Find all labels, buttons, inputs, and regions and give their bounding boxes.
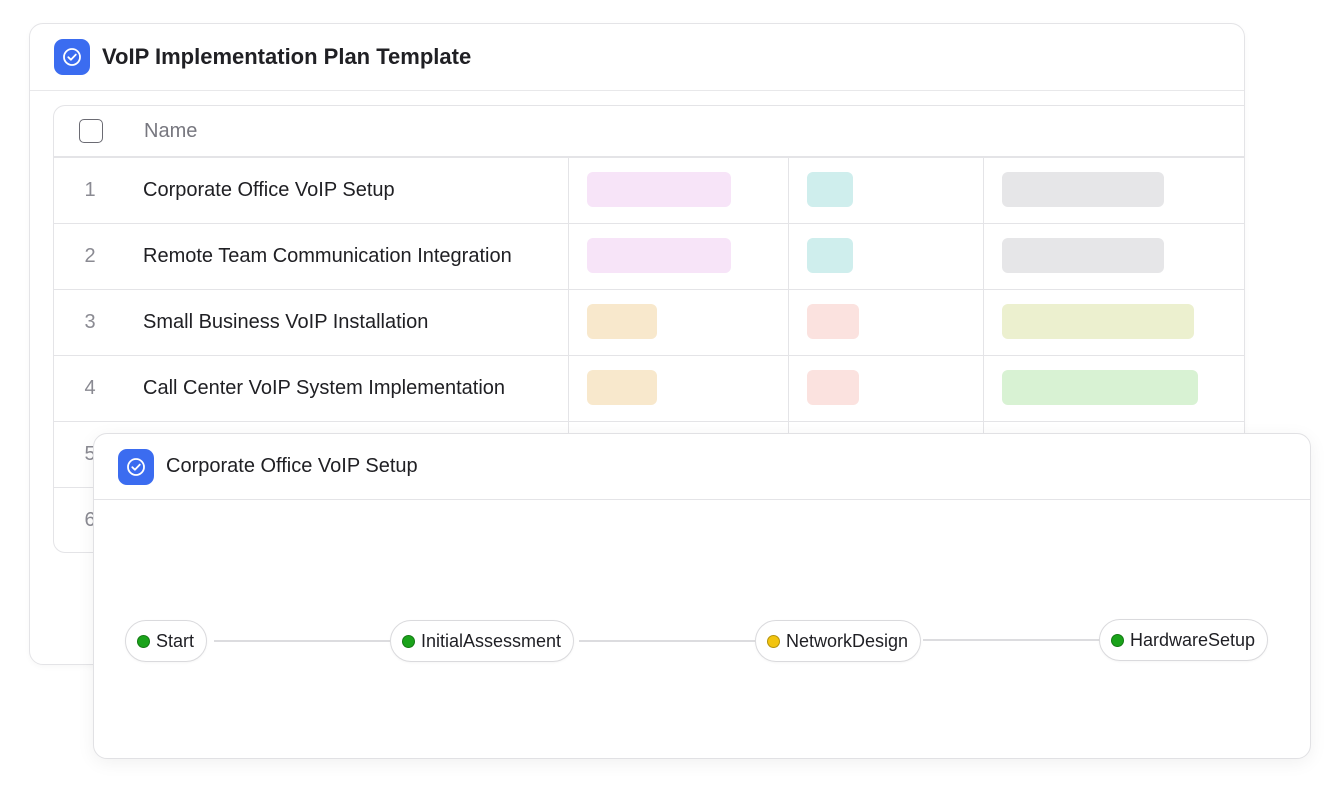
detail-card-title: Corporate Office VoIP Setup [166, 455, 418, 477]
flow-node-label: NetworkDesign [786, 630, 909, 651]
column-header-name[interactable]: Name [144, 119, 198, 142]
flow-edge [214, 640, 390, 642]
detail-card-header: Corporate Office VoIP Setup [94, 434, 1310, 500]
tag-pill[interactable] [587, 370, 657, 405]
tag-pill[interactable] [1002, 304, 1194, 339]
flow-node-label: InitialAssessment [421, 630, 562, 651]
row-number: 3 [84, 311, 96, 333]
flow-node-hardware-setup[interactable]: HardwareSetup [1099, 619, 1269, 661]
table-row[interactable]: 3 Small Business VoIP Installation [54, 290, 1244, 356]
table-row[interactable]: 2 Remote Team Communication Integration [54, 224, 1244, 290]
page-title: VoIP Implementation Plan Template [102, 44, 472, 69]
select-all-checkbox[interactable] [79, 119, 103, 143]
check-circle-icon [118, 448, 154, 485]
tag-pill[interactable] [1002, 172, 1164, 207]
tag-pill[interactable] [807, 238, 853, 273]
tag-pill[interactable] [807, 172, 853, 207]
tag-pill[interactable] [1002, 370, 1198, 405]
tag-pill[interactable] [587, 238, 731, 273]
tag-pill[interactable] [807, 304, 859, 339]
template-card-header: VoIP Implementation Plan Template [30, 24, 1244, 91]
row-number: 6 [84, 509, 96, 531]
flow-node-label: Start [156, 630, 195, 651]
flow-node-network-design[interactable]: NetworkDesign [755, 620, 922, 662]
row-number: 1 [84, 179, 96, 201]
tag-pill[interactable] [587, 304, 657, 339]
status-dot [402, 634, 415, 648]
table-row[interactable]: 1 Corporate Office VoIP Setup [54, 158, 1244, 224]
detail-card: Corporate Office VoIP Setup Start Initia… [93, 433, 1311, 759]
table-row[interactable]: 4 Call Center VoIP System Implementation [54, 356, 1244, 422]
flow-node-initial-assessment[interactable]: InitialAssessment [390, 620, 575, 662]
row-name[interactable]: Corporate Office VoIP Setup [143, 179, 395, 201]
flow-edge [579, 640, 756, 642]
flow-node-label: HardwareSetup [1130, 629, 1256, 650]
status-dot [137, 634, 150, 648]
table-row[interactable]: 6 [54, 488, 1244, 552]
tag-pill[interactable] [587, 172, 731, 207]
tag-pill[interactable] [807, 370, 859, 405]
flow-edge [923, 639, 1100, 641]
status-dot [767, 634, 780, 648]
table-header: Name [54, 106, 1244, 158]
tag-pill[interactable] [1002, 238, 1164, 273]
row-name[interactable]: Remote Team Communication Integration [143, 245, 512, 267]
row-number: 2 [84, 245, 96, 267]
row-name[interactable]: Small Business VoIP Installation [143, 311, 429, 333]
row-number: 5 [84, 443, 96, 465]
row-name[interactable]: Call Center VoIP System Implementation [143, 377, 506, 399]
row-number: 4 [84, 377, 96, 399]
status-dot [1111, 633, 1124, 647]
flow-node-start[interactable]: Start [125, 620, 208, 662]
check-circle-icon [54, 39, 90, 75]
